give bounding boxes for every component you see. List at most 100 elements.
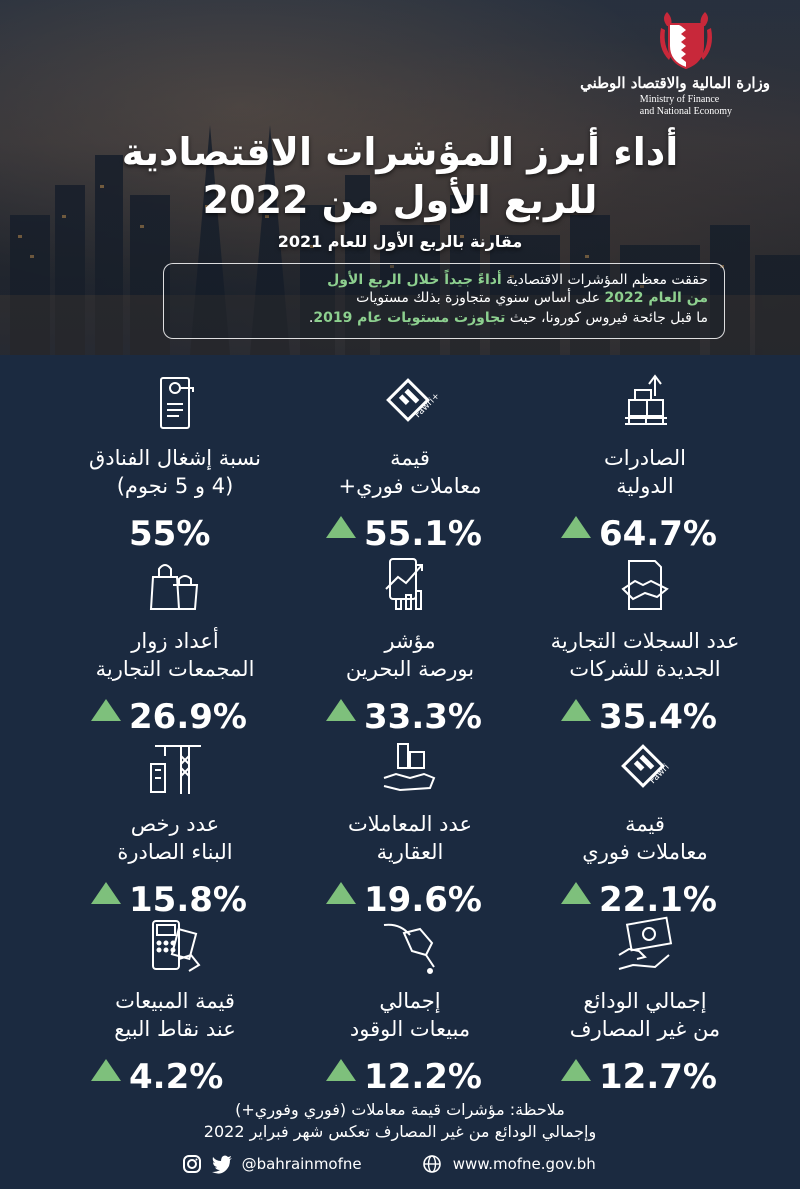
hero-overlay (0, 0, 800, 355)
indicator-label-line1: قيمة (390, 446, 430, 470)
summary-highlight: من العام 2022 (604, 290, 708, 306)
indicator-label: عدد السجلات التجارية الجديدة للشركات (515, 627, 775, 683)
indicator-value: 64.7% (599, 514, 717, 554)
increase-arrow-icon (91, 699, 121, 721)
indicator-value: 12.7% (599, 1057, 717, 1097)
indicator-tile: إجمالي الودائع من غير المصارف 12.7% (515, 915, 775, 1097)
indicator-label: إجمالي مبيعات الوقود (280, 987, 540, 1043)
svg-text:Fawri+: Fawri+ (413, 391, 440, 420)
social-handle-link[interactable]: @bahrainmofne (241, 1155, 362, 1173)
indicator-label: نسبة إشغال الفنادق (4 و 5 نجوم) (45, 444, 305, 500)
indicator-label: قيمة معاملات فوري+ (280, 444, 540, 500)
increase-arrow-icon (561, 699, 591, 721)
increase-arrow-icon (326, 1059, 356, 1081)
indicator-label: عدد رخص البناء الصادرة (45, 810, 305, 866)
handshake-document-icon (621, 560, 669, 610)
summary-text: حققت معظم المؤشرات الاقتصادية (501, 272, 708, 288)
indicator-label: قيمة المبيعات عند نقاط البيع (45, 987, 305, 1043)
indicator-value: 26.9% (129, 697, 247, 737)
logo-english-line2: and National Economy (639, 106, 732, 117)
indicator-label-line2: مبيعات الوقود (349, 1017, 471, 1041)
indicator-label-line1: نسبة إشغال الفنادق (89, 446, 261, 470)
page-subtitle: مقارنة بالربع الأول للعام 2021 (277, 232, 523, 251)
indicator-tile: أعداد زوار المجمعات التجارية 26.9% (45, 555, 305, 737)
indicator-label-line2: الدولية (616, 474, 674, 498)
shopping-bags-icon (149, 564, 199, 610)
indicator-label-line2: (4 و 5 نجوم) (116, 474, 234, 498)
indicator-label-line2: بورصة البحرين (345, 657, 475, 681)
indicator-tile: عدد السجلات التجارية الجديدة للشركات 35.… (515, 555, 775, 737)
page-title: أداء أبرز المؤشرات الاقتصادية (121, 130, 679, 174)
indicator-label: أعداد زوار المجمعات التجارية (45, 627, 305, 683)
indicator-value: 22.1% (599, 880, 717, 920)
summary-line2: من العام 2022 على أساس سنوي متجاوزة بذلك… (356, 290, 708, 306)
fawri-icon: Fawri (621, 744, 672, 788)
indicator-tile: Fawri قيمة معاملات فوري 22.1% (515, 738, 775, 920)
indicator-tile: قيمة المبيعات عند نقاط البيع 4.2% (45, 915, 305, 1097)
summary-highlight: أداءً جيداً خلال الربع الأول (327, 272, 502, 288)
indicator-tile: عدد رخص البناء الصادرة 15.8% (45, 738, 305, 920)
summary-line3: ما قبل جائحة فيروس كورونا، حيث تجاوزت مس… (309, 310, 708, 326)
indicator-label-line2: من غير المصارف (569, 1017, 721, 1041)
social-links: @bahrainmofne (182, 1154, 362, 1174)
logo-arabic-text: وزارة المالية والاقتصاد الوطني (580, 74, 770, 92)
stock-exchange-icon (385, 558, 423, 610)
increase-arrow-icon (561, 882, 591, 904)
indicator-value: 12.2% (364, 1057, 482, 1097)
fuel-nozzle-icon (383, 923, 435, 974)
indicator-label-line2: معاملات فوري+ (338, 474, 482, 498)
indicator-label: إجمالي الودائع من غير المصارف (515, 987, 775, 1043)
indicator-value: 15.8% (129, 880, 247, 920)
indicator-label-line1: أعداد زوار (131, 629, 219, 653)
indicator-label: الصادرات الدولية (515, 444, 775, 500)
indicator-label: قيمة معاملات فوري (515, 810, 775, 866)
indicator-label-line1: إجمالي الودائع (583, 989, 707, 1013)
indicator-tile: إجمالي مبيعات الوقود 12.2% (280, 915, 540, 1097)
increase-arrow-icon (561, 516, 591, 538)
instagram-icon[interactable] (182, 1154, 202, 1174)
indicator-label-line2: معاملات فوري (582, 840, 708, 864)
indicator-label-line1: عدد رخص (130, 812, 220, 836)
summary-text: ما قبل جائحة فيروس كورونا، حيث (505, 310, 708, 326)
indicator-label-line1: الصادرات (604, 446, 686, 470)
summary-highlight: تجاوزت مستويات عام 2019 (313, 310, 506, 326)
page-title-line2: للربع الأول من 2022 (202, 178, 598, 222)
summary-line1: حققت معظم المؤشرات الاقتصادية أداءً جيدا… (327, 272, 708, 288)
globe-icon (423, 1155, 441, 1173)
summary-text: على أساس سنوي متجاوزة بذلك مستويات (356, 290, 605, 306)
indicator-label: عدد المعاملات العقارية (280, 810, 540, 866)
indicator-label-line2: الجديدة للشركات (569, 657, 721, 681)
indicator-label-line1: قيمة المبيعات (115, 989, 235, 1013)
hotel-door-hanger-icon (160, 377, 194, 429)
money-deposit-icon (618, 916, 673, 970)
indicator-value: 55.1% (364, 514, 482, 554)
twitter-icon[interactable] (211, 1154, 233, 1174)
real-estate-hand-icon (383, 743, 436, 792)
footer-note-line1: ملاحظة: مؤشرات قيمة معاملات (فوري وفوري+… (235, 1100, 565, 1119)
pos-card-icon (152, 920, 201, 972)
indicator-label: مؤشر بورصة البحرين (280, 627, 540, 683)
indicator-tile: عدد المعاملات العقارية 19.6% (280, 738, 540, 920)
indicator-label-line1: عدد السجلات التجارية (550, 629, 740, 653)
indicator-label-line1: إجمالي (379, 989, 441, 1013)
increase-arrow-icon (91, 1059, 121, 1081)
increase-arrow-icon (561, 1059, 591, 1081)
indicator-tile: Fawri+ قيمة معاملات فوري+ 55.1% (280, 372, 540, 554)
indicator-tile: نسبة إشغال الفنادق (4 و 5 نجوم) 55% (45, 372, 305, 554)
footer-note-line2: وإجمالي الودائع من غير المصارف تعكس شهر … (203, 1122, 597, 1141)
increase-arrow-icon (91, 882, 121, 904)
indicator-tile: مؤشر بورصة البحرين 33.3% (280, 555, 540, 737)
indicator-label-line2: عند نقاط البيع (114, 1017, 236, 1041)
construction-crane-icon (150, 745, 201, 794)
indicator-label-line1: مؤشر (384, 629, 436, 653)
indicator-label-line2: المجمعات التجارية (95, 657, 255, 681)
logo-english-text: Ministry of Finance and National Economy (640, 94, 732, 118)
increase-arrow-icon (326, 516, 356, 538)
logo-english-line1: Ministry of Finance (639, 94, 720, 105)
hero-banner (0, 0, 800, 355)
indicator-value: 35.4% (599, 697, 717, 737)
website-link[interactable]: www.mofne.gov.bh (452, 1155, 596, 1173)
website-link-group: www.mofne.gov.bh (422, 1154, 596, 1174)
indicator-label-line1: عدد المعاملات (347, 812, 473, 836)
indicator-label-line2: البناء الصادرة (117, 840, 233, 864)
